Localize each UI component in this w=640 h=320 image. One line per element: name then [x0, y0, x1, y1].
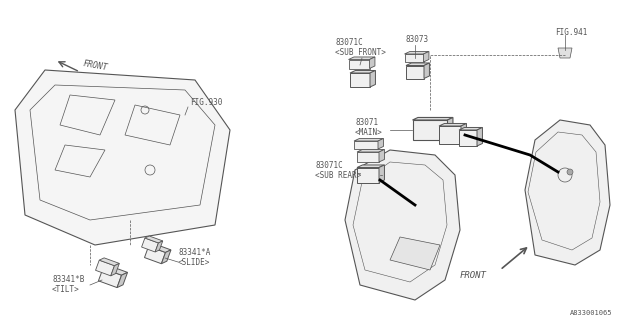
Polygon shape	[357, 167, 379, 182]
Text: 83071
<MAIN>: 83071 <MAIN>	[355, 118, 383, 137]
Polygon shape	[155, 241, 163, 252]
Text: FIG.930: FIG.930	[190, 98, 222, 107]
Polygon shape	[459, 127, 483, 130]
Polygon shape	[378, 139, 383, 149]
Text: 83071C
<SUB REAR>: 83071C <SUB REAR>	[315, 161, 361, 180]
Polygon shape	[406, 66, 424, 78]
Polygon shape	[439, 124, 467, 126]
Circle shape	[567, 169, 573, 175]
Polygon shape	[404, 52, 429, 54]
Polygon shape	[350, 73, 370, 87]
Polygon shape	[95, 260, 115, 276]
Text: FIG.941: FIG.941	[555, 28, 588, 37]
Text: 83071C
<SUB FRONT>: 83071C <SUB FRONT>	[335, 38, 386, 57]
Polygon shape	[558, 48, 572, 58]
Polygon shape	[354, 141, 378, 149]
Polygon shape	[525, 120, 610, 265]
Polygon shape	[161, 250, 171, 264]
Polygon shape	[148, 244, 171, 252]
Polygon shape	[370, 70, 376, 87]
Polygon shape	[141, 238, 159, 252]
Polygon shape	[477, 127, 483, 146]
Polygon shape	[111, 263, 119, 276]
Polygon shape	[103, 266, 127, 275]
Polygon shape	[350, 70, 376, 73]
Polygon shape	[424, 63, 429, 78]
Polygon shape	[461, 124, 467, 144]
Polygon shape	[379, 165, 385, 182]
Polygon shape	[406, 63, 429, 66]
Polygon shape	[357, 149, 385, 152]
Polygon shape	[357, 152, 379, 162]
Polygon shape	[15, 70, 230, 245]
Polygon shape	[369, 57, 375, 68]
Polygon shape	[413, 120, 447, 140]
Polygon shape	[413, 117, 453, 120]
Polygon shape	[439, 126, 461, 144]
Text: 83073: 83073	[405, 35, 428, 44]
Text: 83341*A
<SLIDE>: 83341*A <SLIDE>	[178, 248, 211, 267]
Polygon shape	[145, 246, 166, 264]
Polygon shape	[459, 130, 477, 146]
Polygon shape	[379, 149, 385, 162]
Polygon shape	[99, 258, 119, 266]
Polygon shape	[390, 237, 440, 270]
Polygon shape	[349, 60, 369, 68]
Polygon shape	[404, 54, 424, 62]
Polygon shape	[354, 139, 383, 141]
Text: FRONT: FRONT	[82, 59, 108, 72]
Polygon shape	[145, 236, 163, 243]
Polygon shape	[99, 268, 122, 288]
Polygon shape	[349, 57, 375, 60]
Polygon shape	[424, 52, 429, 62]
Text: A833001065: A833001065	[570, 310, 612, 316]
Polygon shape	[447, 117, 453, 140]
Polygon shape	[357, 165, 385, 167]
Polygon shape	[117, 272, 127, 288]
Text: FRONT: FRONT	[460, 271, 487, 280]
Text: 83341*B
<TILT>: 83341*B <TILT>	[52, 275, 84, 294]
Polygon shape	[345, 150, 460, 300]
